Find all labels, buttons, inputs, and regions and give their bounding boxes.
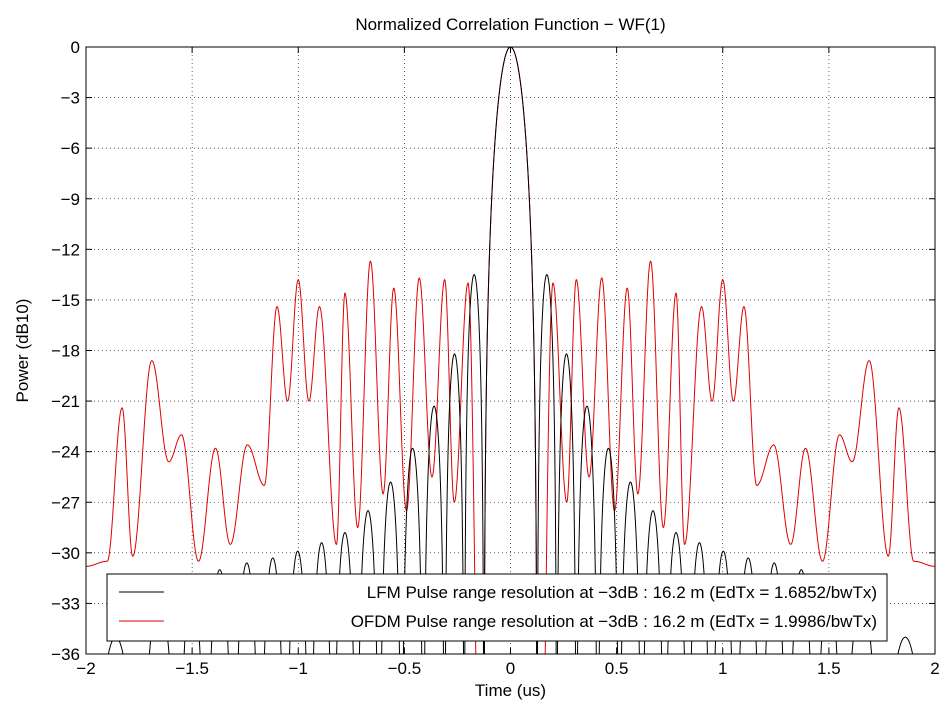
legend: LFM Pulse range resolution at −3dB : 16.… <box>106 573 888 642</box>
ticks: −2 −1.5 −1 −0.5 0 0.5 1 1.5 2 0 −3 −6 −9 −12 −15 −18 −21… <box>51 38 940 678</box>
y-tick-label: −24 <box>51 443 80 462</box>
x-tick-label: −0.5 <box>388 659 422 678</box>
x-tick-label: −1 <box>289 659 308 678</box>
y-axis-label: Power (dB10) <box>13 299 32 403</box>
legend-label-ofdm: OFDM Pulse range resolution at −3dB : 16… <box>351 612 877 631</box>
y-tick-label: 0 <box>71 38 80 57</box>
y-tick-label: −12 <box>51 240 80 259</box>
y-tick-label: −27 <box>51 493 80 512</box>
x-tick-label: −1.5 <box>175 659 209 678</box>
legend-label-lfm: LFM Pulse range resolution at −3dB : 16.… <box>367 583 877 602</box>
y-tick-label: −30 <box>51 544 80 563</box>
x-tick-label: −2 <box>76 659 95 678</box>
y-tick-label: −3 <box>61 89 80 108</box>
y-tick-label: −33 <box>51 594 80 613</box>
legend-box <box>106 573 888 642</box>
y-tick-label: −9 <box>61 190 80 209</box>
x-tick-label: 2 <box>930 659 939 678</box>
x-tick-label: 1.5 <box>817 659 841 678</box>
y-tick-label: −6 <box>61 139 80 158</box>
chart-title: Normalized Correlation Function − WF(1) <box>355 15 665 34</box>
y-tick-label: −36 <box>51 645 80 664</box>
y-tick-label: −21 <box>51 392 80 411</box>
series-line-ofdm <box>86 47 935 654</box>
y-tick-label: −15 <box>51 291 80 310</box>
x-axis-label: Time (us) <box>475 681 546 700</box>
y-tick-label: −18 <box>51 342 80 361</box>
x-tick-label: 0.5 <box>605 659 629 678</box>
x-tick-label: 0 <box>506 659 515 678</box>
x-tick-label: 1 <box>718 659 727 678</box>
